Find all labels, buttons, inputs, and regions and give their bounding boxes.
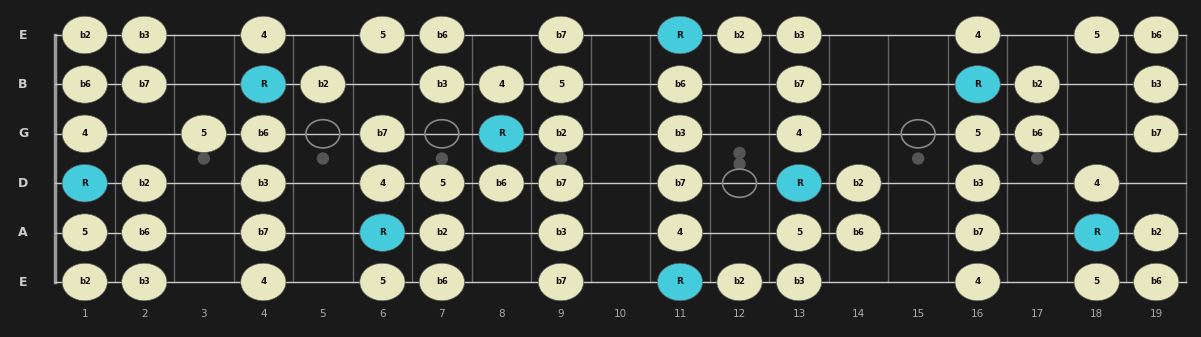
Text: b3: b3	[257, 179, 269, 188]
Text: 4: 4	[261, 277, 267, 286]
Ellipse shape	[62, 66, 107, 103]
Text: b7: b7	[674, 179, 686, 188]
Ellipse shape	[62, 164, 107, 202]
Text: 12: 12	[733, 309, 746, 319]
Text: b7: b7	[555, 31, 567, 39]
Ellipse shape	[300, 66, 346, 103]
Text: b7: b7	[138, 80, 150, 89]
Ellipse shape	[181, 115, 227, 153]
Text: 17: 17	[1030, 309, 1044, 319]
Ellipse shape	[538, 263, 584, 301]
Ellipse shape	[360, 164, 405, 202]
Text: 4: 4	[974, 31, 981, 39]
Text: 5: 5	[380, 277, 386, 286]
Text: R: R	[82, 179, 88, 188]
Text: 5: 5	[380, 31, 386, 39]
Text: b6: b6	[853, 228, 865, 237]
Ellipse shape	[836, 214, 882, 251]
Ellipse shape	[717, 263, 763, 301]
Ellipse shape	[1134, 66, 1179, 103]
Text: b7: b7	[377, 129, 388, 138]
Ellipse shape	[1074, 214, 1119, 251]
Text: 4: 4	[677, 228, 683, 237]
Text: 5: 5	[796, 228, 802, 237]
Text: b3: b3	[793, 277, 805, 286]
Ellipse shape	[777, 164, 821, 202]
Ellipse shape	[240, 16, 286, 54]
Ellipse shape	[657, 115, 703, 153]
Text: R: R	[676, 277, 683, 286]
Ellipse shape	[657, 16, 703, 54]
Text: E: E	[19, 29, 28, 41]
Text: G: G	[18, 127, 28, 140]
Ellipse shape	[121, 263, 167, 301]
Ellipse shape	[121, 16, 167, 54]
Ellipse shape	[538, 16, 584, 54]
Ellipse shape	[479, 164, 524, 202]
Ellipse shape	[955, 164, 1000, 202]
Ellipse shape	[360, 263, 405, 301]
Text: 4: 4	[974, 277, 981, 286]
Ellipse shape	[419, 263, 465, 301]
Circle shape	[556, 153, 567, 164]
Circle shape	[1032, 153, 1042, 164]
Text: 11: 11	[674, 309, 687, 319]
Ellipse shape	[955, 214, 1000, 251]
Ellipse shape	[955, 115, 1000, 153]
Text: 5: 5	[1094, 31, 1100, 39]
Ellipse shape	[240, 66, 286, 103]
Text: 7: 7	[438, 309, 446, 319]
Text: b7: b7	[257, 228, 269, 237]
Text: 4: 4	[261, 31, 267, 39]
Text: 8: 8	[498, 309, 504, 319]
Circle shape	[734, 158, 745, 170]
Text: 13: 13	[793, 309, 806, 319]
Text: 3: 3	[201, 309, 207, 319]
Circle shape	[913, 153, 924, 164]
Text: b6: b6	[436, 31, 448, 39]
Text: b3: b3	[674, 129, 686, 138]
Ellipse shape	[62, 16, 107, 54]
Ellipse shape	[1074, 263, 1119, 301]
Ellipse shape	[121, 66, 167, 103]
Text: b2: b2	[317, 80, 329, 89]
Text: b3: b3	[555, 228, 567, 237]
Ellipse shape	[1074, 164, 1119, 202]
Ellipse shape	[479, 66, 524, 103]
Text: b6: b6	[1032, 129, 1044, 138]
Ellipse shape	[955, 263, 1000, 301]
Text: b3: b3	[138, 31, 150, 39]
Text: b6: b6	[1151, 31, 1163, 39]
Text: 19: 19	[1149, 309, 1163, 319]
Ellipse shape	[1134, 16, 1179, 54]
Ellipse shape	[479, 115, 524, 153]
Text: 4: 4	[498, 80, 504, 89]
Text: 18: 18	[1091, 309, 1104, 319]
Ellipse shape	[419, 164, 465, 202]
Text: b2: b2	[853, 179, 865, 188]
Ellipse shape	[62, 263, 107, 301]
Ellipse shape	[62, 214, 107, 251]
Ellipse shape	[240, 115, 286, 153]
Text: b6: b6	[436, 277, 448, 286]
Text: b3: b3	[436, 80, 448, 89]
Ellipse shape	[836, 164, 882, 202]
Text: R: R	[974, 80, 981, 89]
Ellipse shape	[1015, 66, 1059, 103]
Text: 5: 5	[319, 309, 327, 319]
Text: R: R	[498, 129, 504, 138]
Text: b2: b2	[79, 277, 91, 286]
Ellipse shape	[240, 214, 286, 251]
Ellipse shape	[777, 66, 821, 103]
Text: 5: 5	[1094, 277, 1100, 286]
Ellipse shape	[419, 16, 465, 54]
Text: b2: b2	[1151, 228, 1163, 237]
Text: b2: b2	[436, 228, 448, 237]
Text: b2: b2	[1032, 80, 1044, 89]
Text: R: R	[259, 80, 267, 89]
Ellipse shape	[777, 115, 821, 153]
Ellipse shape	[538, 115, 584, 153]
Circle shape	[436, 153, 448, 164]
Text: b3: b3	[138, 277, 150, 286]
